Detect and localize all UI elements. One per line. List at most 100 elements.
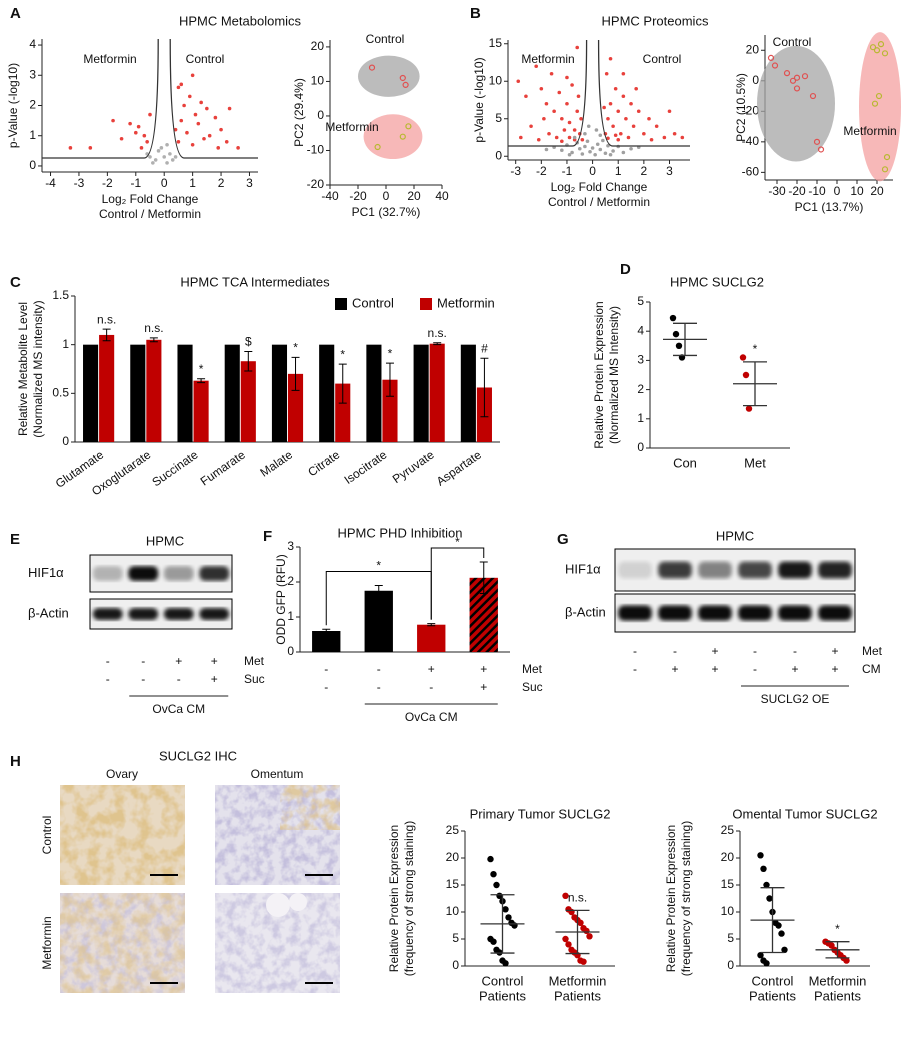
point [516,79,521,84]
point [190,73,195,78]
point [544,147,549,152]
y-tick-label: 1.5 [52,288,69,302]
x-tick-label: Patients [554,988,601,1003]
x-tick-label: Succinate [149,447,200,489]
y-tick-label: 10 [311,74,325,88]
point [216,146,221,150]
point [560,148,564,153]
point [871,100,879,107]
blot-band [738,605,772,621]
ihc-vacuole [266,893,290,917]
point [575,45,580,50]
x-tick-label: Control [752,973,794,988]
y-axis-label: Relative Protein Expression [664,825,678,972]
condition-sign: - [673,644,677,658]
y-tick-label: -20 [307,177,325,191]
point [621,150,626,155]
point [801,73,809,80]
y-tick-label: 0 [495,148,502,162]
y-tick-label: 1 [287,609,294,623]
point [629,101,633,106]
annotation: Control [643,52,682,66]
point [789,77,797,84]
y-tick-label: 3 [29,67,36,81]
point [616,109,621,114]
point [159,146,164,150]
point [616,137,621,142]
point [603,151,608,156]
x-tick-label: 10 [850,184,864,198]
ihc-images [60,785,340,993]
point [567,152,572,157]
point [202,136,206,141]
y-axis-label: (frequency of strong staining) [679,821,693,976]
condition-sign: - [177,672,181,686]
x-tick-label: 20 [407,189,421,203]
legend-swatch [335,298,347,310]
point [601,138,605,143]
blot-band [658,605,692,621]
bar [364,590,393,652]
point [142,133,147,138]
error-bar [291,356,300,391]
point [173,127,178,132]
x-tick-label: 1 [189,176,196,190]
error-bar [433,342,442,346]
x-tick-label: Citrate [305,447,342,479]
significance-label: * [835,922,840,936]
condition-name: CM [862,662,881,676]
error-bar [322,628,331,634]
point [176,139,181,144]
point [642,131,646,136]
blot-band [698,561,732,579]
point [649,137,654,142]
blot-band [618,605,652,621]
group-ellipse [363,114,423,160]
y-axis-label: PC2 (10.5%) [734,73,748,142]
significance-label: * [199,362,204,376]
point [68,146,73,150]
point [570,83,574,87]
significance-label: n.s. [144,321,163,335]
x-tick-label: Malate [257,447,295,479]
significance-label: * [293,340,298,354]
ihc-title: SUCLG2 IHC [159,748,237,763]
bar [413,344,429,442]
chart-title: HPMC TCA Intermediates [180,274,330,289]
legend-label: Control [352,295,394,310]
x-tick-label: 2 [218,176,225,190]
legend-label: Metformin [437,295,495,310]
point [565,941,572,948]
panel-label: H [10,753,21,770]
point [586,933,593,940]
bar [240,361,256,442]
y-tick-label: 10 [446,904,460,918]
y-tick-label: 0 [637,440,644,454]
bar [335,383,351,442]
bar [177,344,193,442]
y-tick-label: 20 [746,42,760,56]
y-tick-label: 15 [489,36,503,50]
point [604,71,609,76]
point [583,927,590,935]
annotation: Metformin [521,52,574,66]
condition-sign: + [211,654,218,668]
point [577,919,584,926]
x-tick-label: Met [744,455,766,470]
blot-band [92,566,123,581]
y-tick-label: 10 [721,904,735,918]
x-tick-label: -3 [510,164,521,178]
point [647,116,651,121]
point [567,135,572,140]
y-axis-label: ODD GFP (RFU) [274,554,288,644]
point [873,47,881,54]
point [119,136,124,141]
point [580,137,585,142]
condition-sign: + [175,654,182,668]
condition-name: Suc [244,672,265,686]
error-bar [479,561,488,595]
significance-label: * [388,346,393,360]
bar [429,343,445,442]
blot-band [163,566,194,581]
y-axis-label: PC2 (29.4%) [292,78,306,147]
